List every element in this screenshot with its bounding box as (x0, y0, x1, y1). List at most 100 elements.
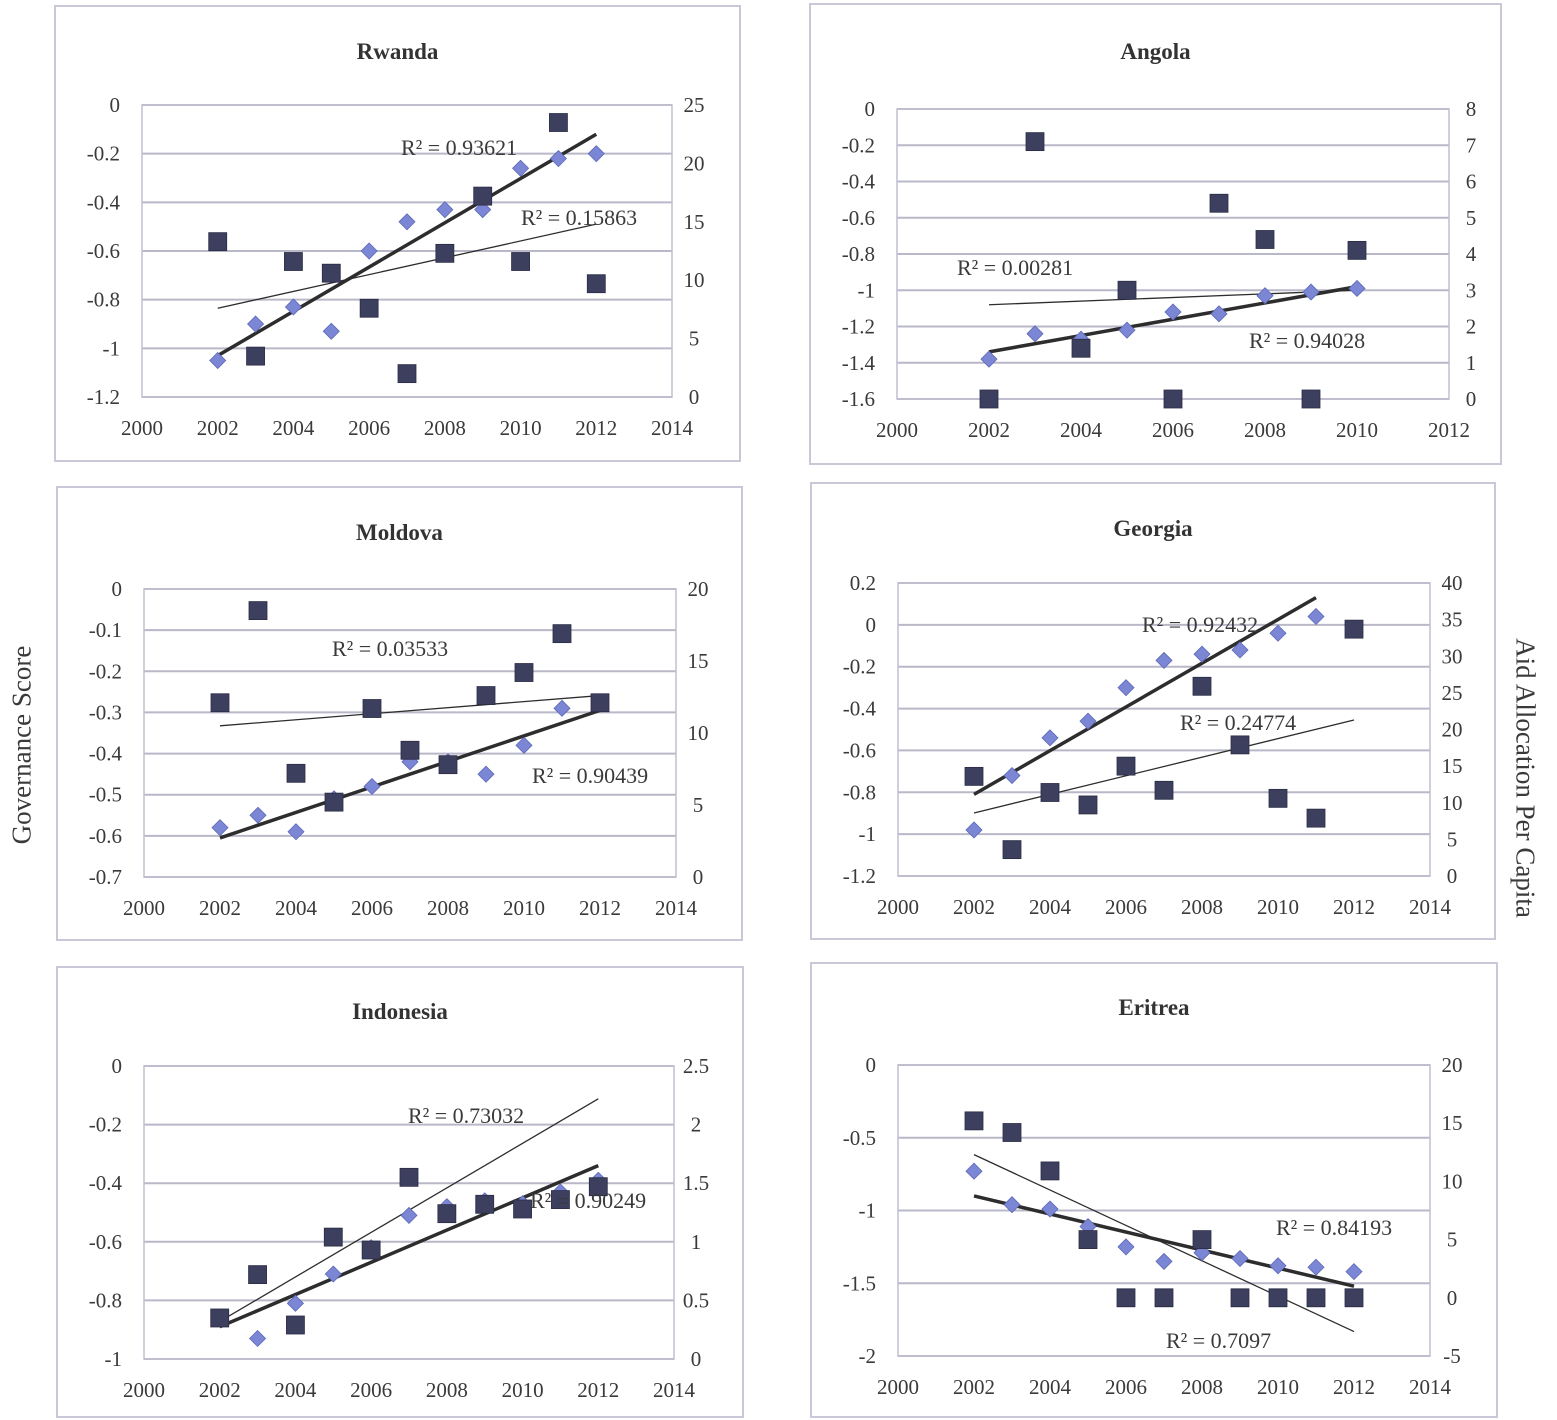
governance-score-point (477, 765, 495, 783)
x-axis-tick-label: 2004 (1060, 418, 1103, 442)
x-axis-tick-label: 2006 (351, 896, 393, 920)
r-squared-label: R² = 0.90249 (530, 1188, 646, 1213)
aid-allocation-point (361, 1240, 381, 1260)
right-axis-tick-label: 20 (1442, 1053, 1463, 1077)
right-axis-tick-label: 25 (1442, 681, 1463, 705)
aid-allocation-point (400, 740, 420, 760)
x-axis-tick-label: 2014 (1409, 1375, 1452, 1399)
governance-score-point (515, 736, 533, 754)
x-axis-tick-label: 2000 (123, 1378, 165, 1402)
chart-title: Georgia (1113, 516, 1193, 541)
left-axis-tick-label: -1 (859, 822, 877, 846)
left-axis-tick-label: -0.2 (89, 659, 122, 683)
x-axis-tick-label: 2012 (577, 1378, 619, 1402)
aid-allocation-point (964, 1111, 984, 1131)
governance-score-point (360, 242, 378, 260)
right-axis-tick-label: 0 (693, 865, 704, 889)
left-axis-tick-label: -0.6 (87, 239, 120, 263)
aid-allocation-point (552, 624, 572, 644)
chart-title: Angola (1120, 39, 1191, 64)
x-axis-tick-label: 2014 (653, 1378, 696, 1402)
right-axis-tick-label: 5 (689, 327, 700, 351)
x-axis-tick-label: 2010 (1336, 418, 1378, 442)
governance-score-axis-label: Governance Score (6, 645, 37, 845)
aid-allocation-point (210, 693, 230, 713)
left-axis-tick-label: -2 (859, 1344, 877, 1368)
aid-allocation-point (246, 346, 265, 366)
governance-score-point (1164, 303, 1182, 321)
governance-score-point (400, 1206, 418, 1224)
right-axis-tick-label: -5 (1443, 1344, 1461, 1368)
right-axis-tick-label: 8 (1466, 97, 1477, 121)
left-axis-tick-label: 0 (112, 577, 123, 601)
plot-area (141, 104, 673, 398)
aid-allocation-point (1078, 1230, 1098, 1250)
aid-allocation-point (473, 186, 493, 206)
aid-allocation-point (1306, 808, 1326, 828)
x-axis-tick-label: 2000 (123, 896, 165, 920)
x-axis-tick-label: 2006 (350, 1378, 392, 1402)
r-squared-label: R² = 0.00281 (957, 255, 1073, 280)
governance-score-point (1231, 641, 1249, 659)
right-axis-tick-label: 5 (1466, 206, 1477, 230)
aid-allocation-point (1071, 338, 1091, 358)
aid-allocation-axis-label: Aid Allocation Per Capita (1510, 638, 1541, 918)
r-squared-label: R² = 0.15863 (521, 205, 637, 230)
x-axis-tick-label: 2000 (877, 1375, 919, 1399)
right-axis-tick-label: 15 (684, 210, 705, 234)
aid-allocation-point (1002, 1123, 1022, 1142)
r-squared-label: R² = 0.90439 (532, 763, 648, 788)
x-axis-tick-label: 2000 (876, 418, 918, 442)
left-axis-tick-label: -1.2 (843, 864, 876, 888)
aid-allocation-point (435, 243, 455, 263)
x-axis-tick-label: 2008 (426, 1378, 468, 1402)
x-axis-tick-label: 2002 (953, 1375, 995, 1399)
left-axis-tick-label: -0.8 (87, 288, 120, 312)
chart-title: Rwanda (356, 39, 439, 64)
governance-score-point (1155, 1252, 1173, 1270)
x-axis-tick-label: 2008 (1244, 418, 1286, 442)
governance-score-point (1079, 712, 1097, 730)
x-axis-tick-label: 2010 (500, 416, 542, 440)
right-axis-tick-label: 20 (684, 151, 705, 175)
x-axis-tick-label: 2000 (121, 416, 163, 440)
right-axis-tick-label: 1 (691, 1230, 702, 1254)
right-axis-tick-label: 10 (684, 268, 705, 292)
left-axis-tick-label: -0.5 (843, 1126, 876, 1150)
x-axis-tick-label: 2002 (199, 1378, 241, 1402)
aid-allocation-point (1040, 783, 1060, 802)
aid-allocation-point (551, 1190, 570, 1210)
aid-allocation-point (284, 252, 303, 271)
aid-allocation-point (397, 364, 417, 384)
right-axis-tick-label: 0 (1447, 864, 1458, 888)
left-axis-tick-label: -1 (103, 336, 121, 360)
left-axis-tick-label: 0.2 (850, 571, 876, 595)
x-axis-tick-label: 2000 (877, 895, 919, 919)
left-axis-tick-label: -1.2 (842, 315, 875, 339)
chart-plot-georgia: 0.2 0 -0.2 -0.4 -0.6 -0.8 -1 -1.2 40 35 30 25 20 15 10… (843, 571, 1463, 919)
governance-score-point (474, 201, 492, 219)
aid-allocation-point (1230, 735, 1250, 755)
x-axis-tick-label: 2012 (1333, 1375, 1375, 1399)
left-axis-tick-label: 0 (112, 1054, 123, 1078)
left-axis-tick-label: -0.3 (89, 700, 122, 724)
governance-score-point (398, 213, 416, 231)
governance-score-point (211, 819, 229, 837)
aid-allocation-point (362, 699, 382, 718)
trendline-thin (219, 694, 601, 727)
left-axis-tick-label: -1.5 (843, 1271, 876, 1295)
x-axis-tick-label: 2004 (275, 896, 318, 920)
plot-area (897, 1064, 1431, 1357)
right-axis-tick-label: 30 (1442, 644, 1463, 668)
aid-allocation-point (979, 389, 999, 409)
x-axis-tick-label: 2002 (968, 418, 1010, 442)
governance-score-point (1117, 1238, 1135, 1256)
left-axis-tick-label: -0.4 (89, 742, 123, 766)
left-axis-tick-label: -0.8 (842, 242, 875, 266)
aid-allocation-point (514, 663, 534, 682)
x-axis-tick-label: 2006 (1152, 418, 1194, 442)
aid-allocation-point (1344, 619, 1364, 639)
governance-score-point (1041, 729, 1059, 747)
right-axis-tick-label: 6 (1466, 170, 1477, 194)
right-axis-tick-label: 2.5 (683, 1054, 709, 1078)
